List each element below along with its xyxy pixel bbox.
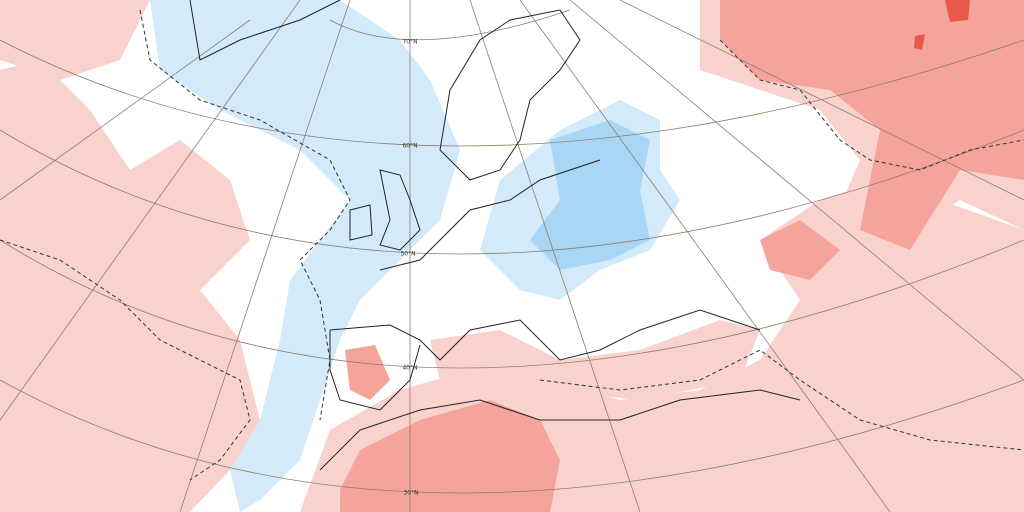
latitude-label: 50°N	[400, 251, 415, 258]
latitude-label: 30°N	[403, 490, 418, 497]
dashed-contours	[0, 9, 1024, 481]
meridian	[569, 0, 1024, 381]
latitude-line	[0, 39, 1024, 147]
greenland-coast	[189, 0, 341, 61]
warm-caucasus	[760, 220, 840, 280]
warm-greenland	[0, 0, 150, 80]
meridian	[619, 0, 1024, 201]
contour	[539, 349, 1024, 451]
warm-atlantic	[0, 60, 260, 512]
contour	[719, 39, 1024, 171]
latitude-label: 60°N	[402, 143, 417, 150]
meridian	[469, 0, 641, 512]
coastlines	[189, 0, 801, 471]
meridian	[0, 0, 301, 421]
iberia-coast	[329, 330, 421, 411]
latitude-line	[329, 9, 571, 41]
ireland-coast	[349, 204, 373, 241]
latitude-line	[0, 129, 1024, 255]
hot-spot	[945, 0, 970, 22]
contour	[139, 9, 351, 421]
meridian	[179, 0, 351, 512]
britain-coast	[379, 169, 421, 251]
europe-coast	[329, 159, 761, 361]
meridian	[519, 0, 891, 512]
meridian	[0, 19, 251, 201]
cold-north-atlantic	[150, 0, 460, 512]
warm-iberia	[345, 345, 390, 400]
cold-core	[530, 120, 650, 270]
contour	[0, 239, 251, 481]
latitude-line	[0, 239, 1024, 369]
scandinavia-coast	[439, 9, 581, 181]
cold-anomaly-areas	[150, 0, 680, 512]
hot-spot-2	[914, 34, 925, 50]
warm-sahara	[340, 400, 560, 512]
latitude-lines	[0, 9, 1024, 494]
warm-east	[720, 0, 1024, 250]
latitude-label: 40°N	[402, 365, 417, 372]
africa-coast	[319, 389, 801, 471]
latitude-line	[0, 379, 1024, 494]
latitude-labels: 70°N 60°N 50°N 40°N 30°N	[400, 39, 418, 497]
latitude-label: 70°N	[402, 39, 417, 46]
